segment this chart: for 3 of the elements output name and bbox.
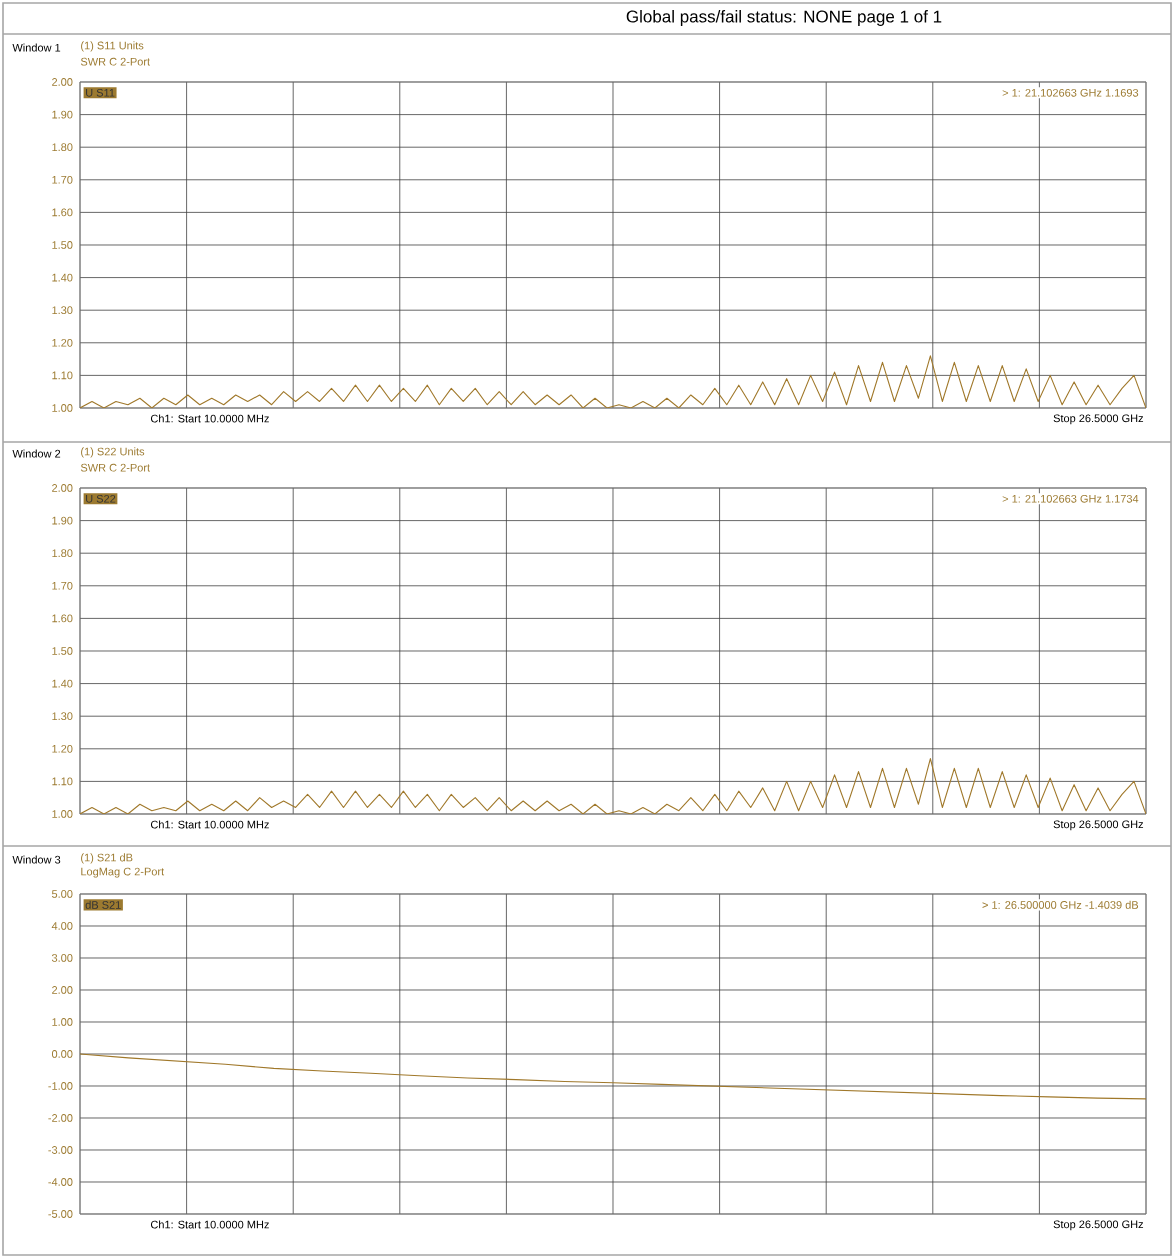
- text: Global pass/fail status: NONE page 1 of 1: [626, 10, 942, 26]
- line-series: [80, 355, 1146, 408]
- line-series: [80, 758, 1146, 814]
